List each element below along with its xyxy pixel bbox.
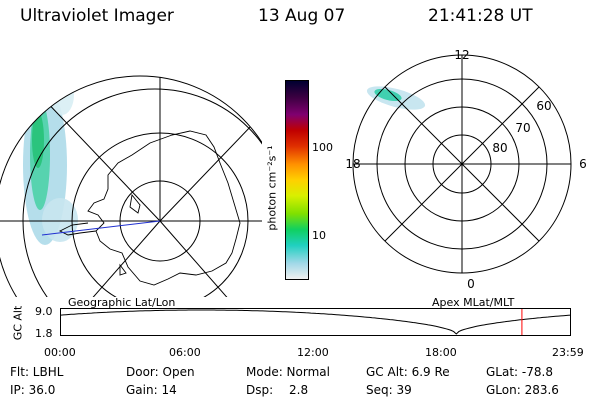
glon-info: GLon: 283.6 [486,383,559,397]
gain-info: Gain: 14 [126,383,177,397]
altitude-xtick-2: 12:00 [297,346,329,359]
mlt-spokes [353,55,571,273]
altitude-ytick-min: 1.8 [35,327,53,340]
colorbar-unit: photon cm⁻²s⁻¹ [265,145,279,231]
terminator-line [41,220,161,236]
aurora-emission-geo [23,76,78,245]
mlat-label-60: 60 [536,99,551,113]
gc-alt-info: GC Alt: 6.9 Re [366,365,450,379]
magnetic-polar-plot: 12 6 0 18 60 70 80 [345,48,587,288]
geographic-map [0,75,262,297]
mlt-label-dawn: 6 [579,157,587,171]
mag-plot-caption: Apex MLat/MLT [432,296,515,309]
colorbar-tick-10: 10 [312,229,326,242]
filter-info: Flt: LBHL [10,365,64,379]
door-info: Door: Open [126,365,195,379]
antarctica-outline [87,130,241,286]
map-border [0,75,262,297]
seq-info: Seq: 39 [366,383,412,397]
altitude-xtick-0: 00:00 [44,346,76,359]
altitude-plot [60,308,572,336]
altitude-xtick-1: 06:00 [169,346,201,359]
mlat-label-80: 80 [492,141,507,155]
altitude-xtick-4: 23:59 [552,346,584,359]
longitude-grid [0,76,262,297]
peninsula-outline [58,222,97,236]
glat-info: GLat: -78.8 [486,365,553,379]
mlt-label-noon: 12 [454,48,469,62]
colorbar [285,80,309,280]
dsp-label: Dsp: [246,383,274,397]
altitude-curve [60,309,572,335]
mode-info: Mode: Normal [246,365,330,379]
date-label: 13 Aug 07 [258,6,346,26]
altitude-plot-frame [60,308,571,336]
altitude-xtick-3: 18:00 [425,346,457,359]
mlat-label-70: 70 [515,121,530,135]
dsp-value: 2.8 [289,383,309,397]
time-label: 21:41:28 UT [428,6,533,26]
instrument-title: Ultraviolet Imager [20,6,174,26]
coast-fragment [119,193,141,276]
altitude-ytick-max: 9.0 [35,305,53,318]
geo-map-caption: Geographic Lat/Lon [68,296,176,309]
mlt-label-midnight: 0 [467,277,475,288]
mlt-label-dusk: 18 [345,157,360,171]
ip-info: IP: 36.0 [10,383,56,397]
altitude-ylabel: GC Alt [11,305,25,341]
colorbar-tick-100: 100 [312,141,333,154]
